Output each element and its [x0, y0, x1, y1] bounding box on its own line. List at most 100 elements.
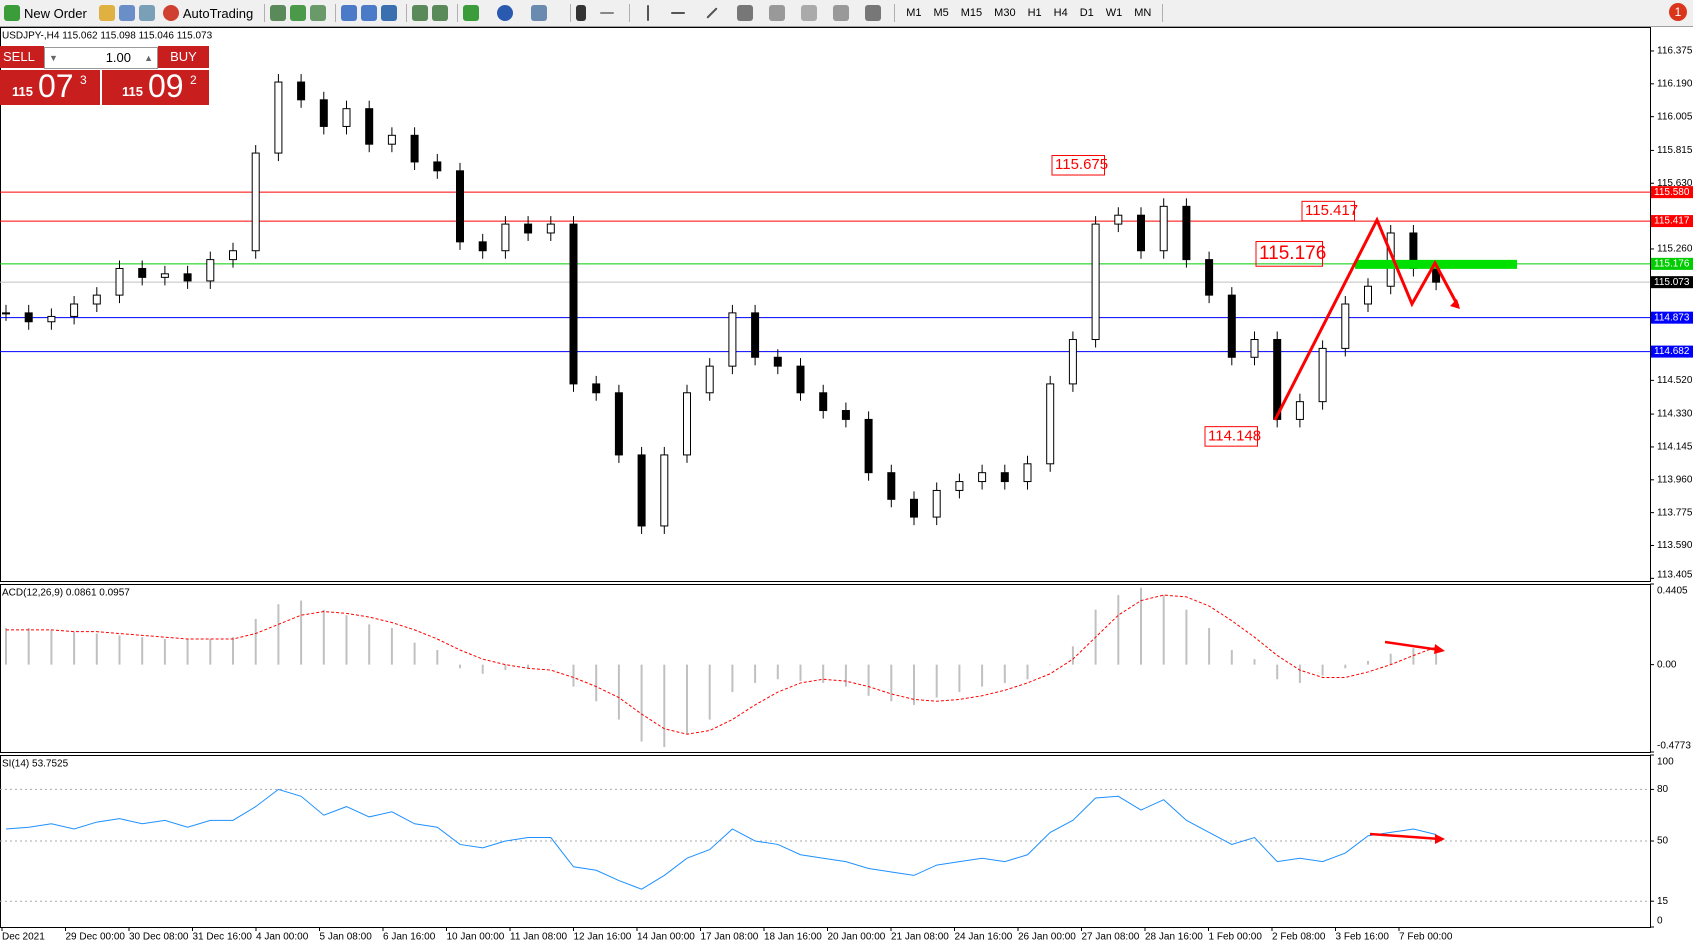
icon[interactable] [647, 5, 650, 21]
candle [705, 365, 714, 394]
icon[interactable] [98, 5, 115, 21]
x-tick-label: 28 Jan 16:00 [1145, 932, 1203, 943]
candle [24, 312, 33, 323]
histogram-bar [640, 664, 643, 742]
y-tick-label: 100 [1657, 757, 1674, 768]
icon[interactable] [600, 12, 615, 14]
icon[interactable] [118, 5, 135, 21]
candle [1182, 205, 1191, 261]
lot-input[interactable]: ▼ 1.00 ▲ [44, 47, 158, 69]
spin-up[interactable]: ▲ [144, 53, 153, 63]
icon[interactable] [769, 5, 786, 21]
histogram-bar [277, 604, 280, 665]
candle [297, 81, 306, 101]
timeframe-button[interactable]: H4 [1053, 7, 1068, 19]
candle [796, 365, 805, 394]
candle [183, 273, 192, 282]
icon[interactable] [361, 5, 378, 21]
icon[interactable] [290, 5, 307, 21]
icon[interactable] [463, 5, 480, 21]
timeframe-button[interactable]: H1 [1027, 7, 1042, 19]
candle [47, 315, 56, 323]
candle [387, 134, 396, 145]
candle [1341, 303, 1350, 349]
timeframe-button[interactable]: M30 [994, 7, 1016, 19]
icon[interactable] [381, 5, 398, 21]
icon[interactable] [706, 7, 718, 19]
icon[interactable] [270, 5, 287, 21]
timeframe-button[interactable]: MN [1134, 7, 1152, 19]
timeframe-button[interactable]: M15 [960, 7, 983, 19]
histogram-bar [413, 642, 416, 665]
timeframe-button[interactable]: W1 [1105, 7, 1123, 19]
separator [457, 4, 459, 22]
icon[interactable] [432, 5, 449, 21]
price-annotation: 115.417 [1305, 202, 1358, 219]
icon[interactable] [671, 12, 686, 14]
icon[interactable] [833, 5, 850, 21]
sell-price[interactable]: 115 07 3 [0, 68, 100, 105]
y-tick-label: 113.775 [1657, 507, 1693, 518]
new-order-button[interactable]: New Order [0, 2, 91, 24]
chart-area: Dec 2021 29 Dec 00:00 30 Dec 08:00 31 Dec 1… [0, 27, 1693, 943]
icon[interactable] [310, 5, 327, 21]
y-tick-label: -0.4773 [1657, 741, 1691, 752]
histogram-bar [1230, 649, 1233, 665]
histogram-bar [867, 664, 870, 696]
candle [319, 99, 328, 127]
icon[interactable] [138, 5, 155, 21]
icon[interactable] [737, 5, 754, 21]
icon[interactable] [865, 5, 882, 21]
trend-arrow [1273, 216, 1460, 421]
candle [251, 152, 260, 252]
rsi-line [5, 788, 1437, 890]
x-tick-label: 2 Feb 08:00 [1272, 932, 1326, 943]
icon[interactable] [576, 5, 587, 21]
histogram-bar [958, 664, 961, 693]
histogram-bar [1389, 653, 1392, 665]
buy-price[interactable]: 115 09 2 [102, 68, 209, 105]
histogram-bar [345, 615, 348, 665]
y-tick-label: 0 [1657, 916, 1663, 927]
notification-badge[interactable]: 1 [1669, 3, 1687, 21]
histogram-bar [527, 664, 530, 669]
buy-button[interactable]: BUY [158, 46, 209, 68]
histogram-bar [390, 628, 393, 665]
timeframe-button[interactable]: M5 [933, 7, 949, 19]
timeframe-button[interactable]: D1 [1079, 7, 1094, 19]
timeframe-button[interactable]: M1 [906, 7, 922, 19]
separator [264, 4, 266, 22]
candle [2, 312, 10, 315]
histogram-bar [1298, 664, 1301, 683]
one-click-trading: SELL ▼ 1.00 ▲ BUY 115 07 3 115 09 2 [0, 46, 209, 105]
histogram-bar [1253, 659, 1256, 665]
candle [1205, 259, 1214, 296]
histogram-bar [481, 664, 484, 674]
price-big: 115 [122, 84, 143, 99]
spin-down[interactable]: ▼ [49, 53, 58, 63]
sell-button[interactable]: SELL [0, 46, 44, 68]
candle [1364, 285, 1372, 305]
x-tick-label: 18 Jan 16:00 [764, 932, 822, 943]
separator [406, 4, 408, 22]
histogram-bar [1003, 664, 1006, 683]
icon[interactable] [531, 5, 548, 21]
icon[interactable] [801, 5, 818, 21]
candle [1091, 223, 1100, 341]
annotation-box [1301, 200, 1355, 222]
candle [569, 223, 578, 385]
candle [138, 267, 147, 278]
histogram-bar [368, 624, 371, 665]
icon[interactable] [412, 5, 429, 21]
icon[interactable] [341, 5, 358, 21]
y-tick-label: 114.330 [1657, 409, 1693, 420]
timeframes: M1 M5 M15 M30 H1 H4 D1 W1 MN [900, 7, 1157, 19]
x-tick-label: 17 Jan 08:00 [701, 932, 759, 943]
histogram-bar [935, 664, 938, 698]
icon[interactable] [497, 5, 514, 21]
arrow-head [1435, 834, 1445, 844]
histogram-bar [73, 631, 76, 665]
autotrading-button[interactable]: AutoTrading [159, 2, 257, 24]
candle [115, 267, 124, 296]
candle [1068, 339, 1077, 385]
